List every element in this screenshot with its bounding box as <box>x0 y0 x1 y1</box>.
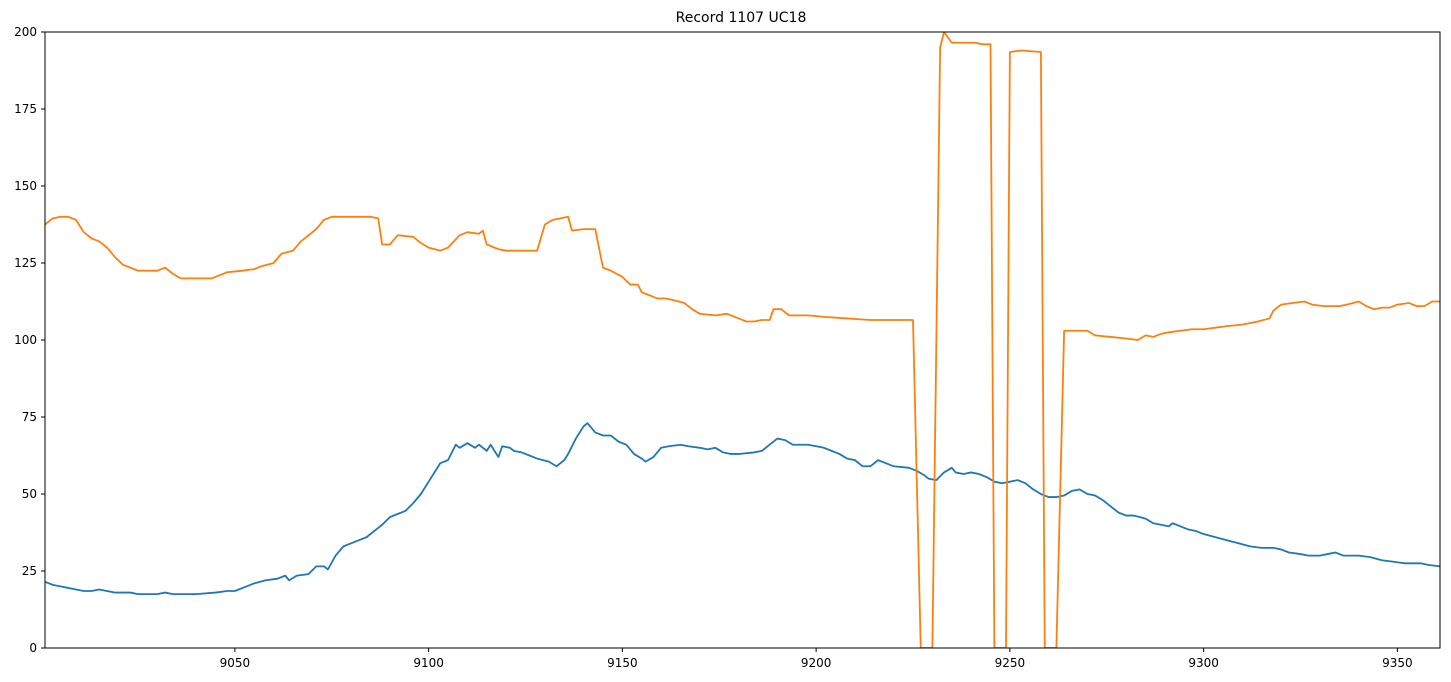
y-tick-label: 0 <box>29 641 37 655</box>
y-tick-label: 150 <box>14 179 37 193</box>
y-tick-label: 175 <box>14 102 37 116</box>
chart-title: Record 1107 UC18 <box>676 10 807 26</box>
y-tick-label: 200 <box>14 25 37 39</box>
x-tick-label: 9250 <box>995 656 1026 670</box>
x-tick-label: 9050 <box>220 656 251 670</box>
series-line-1 <box>45 422 1440 595</box>
plot-frame <box>44 31 1441 649</box>
y-tick-label: 50 <box>22 487 37 501</box>
y-axis: 0 25 50 75 100 125 150 175 200 <box>14 25 45 655</box>
series-layer <box>45 32 1440 648</box>
y-tick-label: 125 <box>14 256 37 270</box>
x-tick-label: 9300 <box>1188 656 1219 670</box>
y-tick-label: 75 <box>22 410 37 424</box>
x-tick-label: 9350 <box>1382 656 1413 670</box>
x-tick-label: 9150 <box>607 656 638 670</box>
x-tick-label: 9100 <box>413 656 444 670</box>
x-tick-label: 9200 <box>801 656 832 670</box>
x-axis: 9050 9100 9150 9200 9250 9300 9350 <box>220 648 1413 670</box>
y-tick-label: 25 <box>22 564 37 578</box>
y-tick-label: 100 <box>14 333 37 347</box>
series-line-2 <box>45 32 1440 648</box>
